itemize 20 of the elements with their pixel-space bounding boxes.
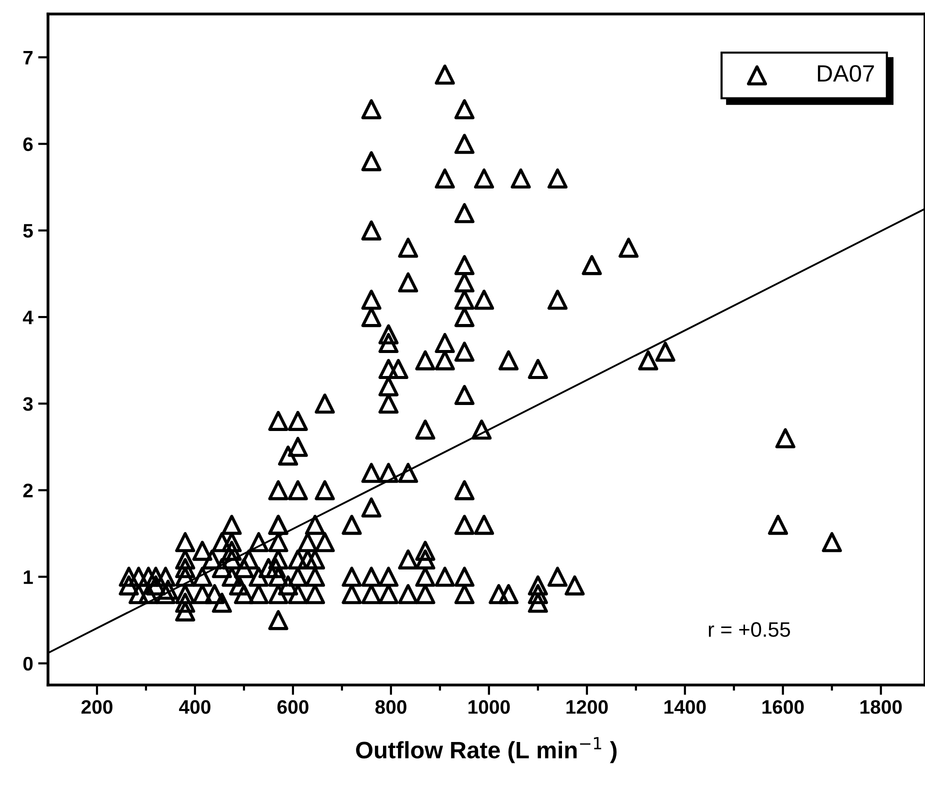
x-tick-label: 600 — [277, 700, 308, 714]
legend-label: DA07 — [818, 65, 874, 82]
x-tick-label: 1800 — [860, 700, 902, 714]
y-tick-label: 3 — [23, 397, 33, 411]
x-tick-label: 1400 — [664, 700, 706, 714]
y-tick-label: 7 — [23, 50, 33, 64]
x-tick-label: 1600 — [762, 700, 804, 714]
x-tick-label: 1200 — [566, 700, 608, 714]
y-tick-label: 2 — [23, 484, 33, 498]
y-tick-label: 5 — [23, 224, 33, 238]
x-tick-label: 200 — [81, 700, 112, 714]
x-tick-label: 1000 — [468, 700, 510, 714]
x-axis-title: Outflow Rate (L min$^{−1}$ ) — [356, 737, 617, 764]
y-tick-label: 0 — [23, 656, 33, 671]
annotation: r = +0.55 — [708, 622, 790, 637]
y-tick-label: 1 — [24, 570, 33, 584]
x-tick-label: 400 — [179, 700, 210, 714]
y-tick-label: 6 — [23, 137, 33, 152]
x-tick-label: 800 — [375, 700, 406, 714]
y-tick-label: 4 — [22, 310, 34, 324]
